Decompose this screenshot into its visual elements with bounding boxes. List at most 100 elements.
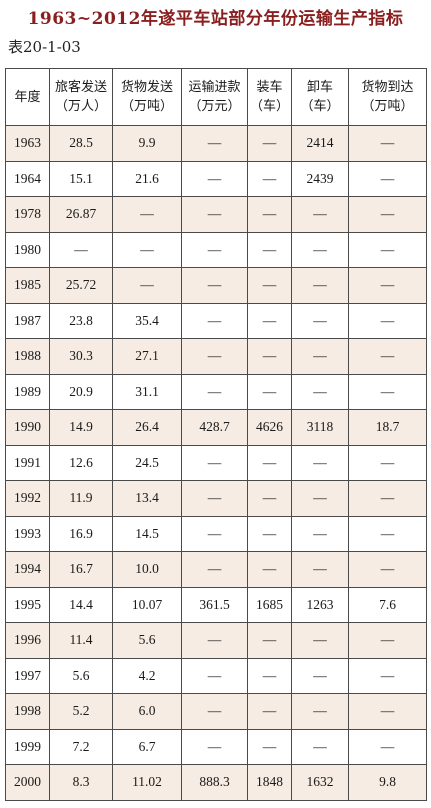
header-row: 年度 旅客发送 （万人） 货物发送 （万吨） 运输进款 （万元） 装车 （车） …: [5, 68, 427, 126]
income-cell: —: [181, 551, 248, 588]
passengers-cell: 25.72: [49, 267, 113, 304]
table-row: 1993 16.9 14.5— — — —: [5, 515, 427, 552]
passengers-cell: —: [49, 231, 113, 268]
unloading-cell: —: [291, 657, 349, 694]
year-cell: 1995: [5, 586, 50, 623]
goods-sent-cell: 9.9: [112, 125, 182, 162]
passengers-cell: 11.4: [49, 622, 113, 659]
income-cell: —: [181, 657, 248, 694]
year-cell: 1989: [5, 373, 50, 410]
table-row: 1998 5.2 6.0— — — —: [5, 693, 427, 730]
loading-cell: —: [247, 231, 292, 268]
unloading-cell: —: [291, 231, 349, 268]
loading-cell: —: [247, 160, 292, 197]
table-row: 1988 30.3 27.1— — — —: [5, 338, 427, 375]
income-cell: —: [181, 231, 248, 268]
goods-arrived-cell: —: [348, 515, 427, 552]
unloading-cell: —: [291, 480, 349, 517]
statistics-table: 年度 旅客发送 （万人） 货物发送 （万吨） 运输进款 （万元） 装车 （车） …: [5, 68, 427, 801]
year-cell: 1988: [5, 338, 50, 375]
unloading-cell: 2439: [291, 160, 349, 197]
unloading-cell: —: [291, 622, 349, 659]
goods-sent-cell: —: [112, 267, 182, 304]
goods-sent-cell: 31.1: [112, 373, 182, 410]
goods-sent-cell: 10.07: [112, 586, 182, 623]
passengers-cell: 5.6: [49, 657, 113, 694]
table-row: 1999 7.2 6.7— — — —: [5, 728, 427, 765]
unloading-cell: 2414: [291, 125, 349, 162]
table-row: 1963 28.5 9.9— —2414—: [5, 125, 427, 162]
passengers-cell: 15.1: [49, 160, 113, 197]
loading-cell: —: [247, 622, 292, 659]
goods-sent-cell: 11.02: [112, 764, 182, 801]
goods-arrived-cell: —: [348, 302, 427, 339]
goods-arrived-cell: —: [348, 373, 427, 410]
unloading-cell: —: [291, 302, 349, 339]
header-unloading: 卸车 （车）: [291, 68, 349, 126]
income-cell: —: [181, 373, 248, 410]
header-label: 货物发送: [120, 80, 173, 95]
passengers-cell: 14.4: [49, 586, 113, 623]
goods-sent-cell: —: [112, 231, 182, 268]
unloading-cell: —: [291, 551, 349, 588]
table-row: 1964 15.1 21.6— —2439—: [5, 160, 427, 197]
income-cell: 428.7: [181, 409, 248, 446]
passengers-cell: 16.9: [49, 515, 113, 552]
loading-cell: —: [247, 657, 292, 694]
year-cell: 1997: [5, 657, 50, 694]
goods-sent-cell: —: [112, 196, 182, 233]
table-row: 1987 23.8 35.4— — — —: [5, 302, 427, 339]
year-cell: 1999: [5, 728, 50, 765]
unloading-cell: —: [291, 267, 349, 304]
header-unit: （车）: [300, 99, 340, 114]
goods-arrived-cell: —: [348, 657, 427, 694]
goods-sent-cell: 27.1: [112, 338, 182, 375]
goods-arrived-cell: —: [348, 196, 427, 233]
header-passengers: 旅客发送 （万人）: [49, 68, 113, 126]
loading-cell: —: [247, 728, 292, 765]
year-cell: 1985: [5, 267, 50, 304]
income-cell: —: [181, 160, 248, 197]
loading-cell: —: [247, 480, 292, 517]
goods-arrived-cell: —: [348, 480, 427, 517]
loading-cell: —: [247, 515, 292, 552]
year-cell: 1987: [5, 302, 50, 339]
year-cell: 1980: [5, 231, 50, 268]
unloading-cell: —: [291, 515, 349, 552]
loading-cell: —: [247, 551, 292, 588]
passengers-cell: 11.9: [49, 480, 113, 517]
goods-sent-cell: 5.6: [112, 622, 182, 659]
passengers-cell: 5.2: [49, 693, 113, 730]
income-cell: —: [181, 196, 248, 233]
goods-sent-cell: 35.4: [112, 302, 182, 339]
goods-sent-cell: 21.6: [112, 160, 182, 197]
unloading-cell: —: [291, 728, 349, 765]
income-cell: 888.3: [181, 764, 248, 801]
header-year: 年度: [5, 68, 50, 126]
goods-sent-cell: 10.0: [112, 551, 182, 588]
goods-sent-cell: 13.4: [112, 480, 182, 517]
loading-cell: —: [247, 444, 292, 481]
page-title: 1963~2012年遂平车站部分年份运输生产指标: [27, 9, 404, 29]
income-cell: —: [181, 338, 248, 375]
goods-sent-cell: 6.7: [112, 728, 182, 765]
goods-arrived-cell: 7.6: [348, 586, 427, 623]
year-cell: 1994: [5, 551, 50, 588]
passengers-cell: 14.9: [49, 409, 113, 446]
unloading-cell: —: [291, 196, 349, 233]
table-row: 1996 11.4 5.6— — — —: [5, 622, 427, 659]
passengers-cell: 20.9: [49, 373, 113, 410]
goods-arrived-cell: —: [348, 444, 427, 481]
year-cell: 1996: [5, 622, 50, 659]
loading-cell: 1685: [247, 586, 292, 623]
goods-sent-cell: 26.4: [112, 409, 182, 446]
table-row: 1978 26.87— — — — —: [5, 196, 427, 233]
header-loading: 装车 （车）: [247, 68, 292, 126]
table-row: 1980— — — — — —: [5, 231, 427, 268]
table-row: 1992 11.9 13.4— — — —: [5, 480, 427, 517]
goods-sent-cell: 14.5: [112, 515, 182, 552]
loading-cell: —: [247, 693, 292, 730]
goods-arrived-cell: 9.8: [348, 764, 427, 801]
year-cell: 1990: [5, 409, 50, 446]
header-unit: （万吨）: [120, 99, 173, 114]
